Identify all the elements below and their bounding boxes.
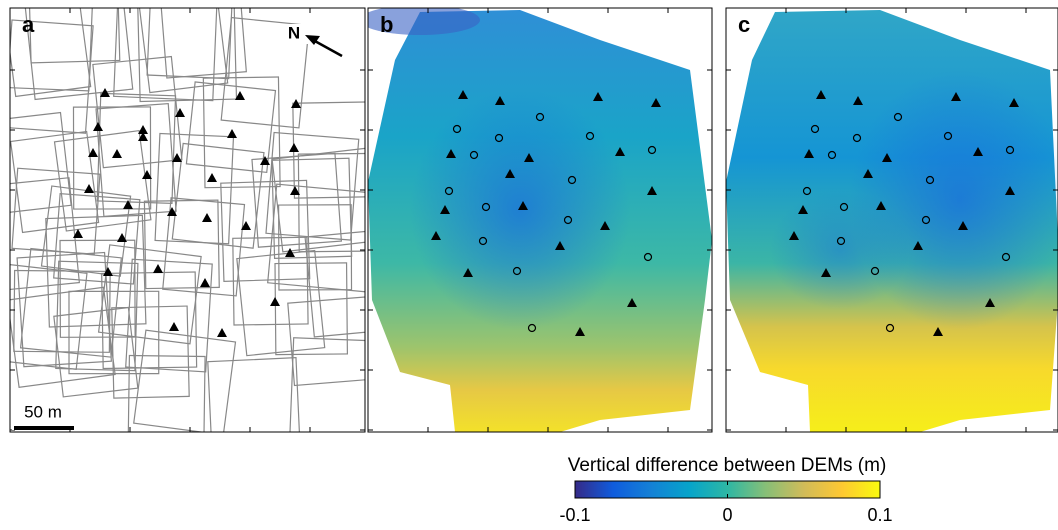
footprints bbox=[0, 0, 395, 452]
north-arrow bbox=[305, 35, 342, 56]
gcp-triangle bbox=[270, 297, 280, 306]
gcp-triangle bbox=[112, 149, 122, 158]
gcp-triangle bbox=[153, 264, 163, 273]
footprint bbox=[21, 249, 122, 358]
panel-label: a bbox=[22, 12, 35, 37]
gcp-triangle bbox=[289, 143, 299, 152]
footprint bbox=[0, 178, 79, 292]
footprint bbox=[252, 153, 341, 247]
colorbar-tick-label: 0 bbox=[722, 505, 732, 525]
footprint bbox=[29, 0, 120, 63]
footprint bbox=[221, 180, 310, 281]
gcp-triangle bbox=[169, 322, 179, 331]
panel-label: b bbox=[380, 12, 393, 37]
map-c bbox=[726, 10, 1058, 432]
footprint bbox=[112, 306, 189, 398]
footprint bbox=[102, 272, 197, 369]
footprint bbox=[203, 77, 280, 188]
colorbar-tick-label: -0.1 bbox=[559, 505, 590, 525]
map-b bbox=[360, 5, 712, 432]
scale-bar-label: 50 m bbox=[24, 402, 62, 421]
footprint bbox=[24, 0, 133, 99]
gcp-triangle bbox=[217, 328, 227, 337]
gcp-triangle bbox=[227, 129, 237, 138]
colorbar-tick-label: 0.1 bbox=[867, 505, 892, 525]
panel-label: c bbox=[738, 12, 750, 37]
gcp-triangle bbox=[84, 184, 94, 193]
footprint bbox=[4, 20, 93, 133]
footprint bbox=[138, 1, 237, 101]
footprint bbox=[7, 0, 93, 91]
footprint bbox=[272, 148, 378, 252]
north-label: N bbox=[288, 23, 300, 42]
footprint bbox=[4, 0, 91, 96]
scale-bar bbox=[14, 426, 74, 430]
gcp-triangle bbox=[200, 278, 210, 287]
footprint bbox=[97, 93, 175, 203]
footprint bbox=[17, 252, 111, 366]
gcp-triangle bbox=[202, 213, 212, 222]
colorbar-label: Vertical difference between DEMs (m) bbox=[568, 455, 887, 476]
footprint bbox=[134, 330, 236, 435]
footprint bbox=[144, 200, 219, 288]
footprint bbox=[279, 205, 352, 290]
figure: a b c N 50 m Vertical difference between… bbox=[0, 0, 1058, 525]
gcp-triangle bbox=[93, 122, 103, 131]
gcp-triangle bbox=[207, 173, 217, 182]
footprint bbox=[56, 261, 138, 370]
footprint bbox=[208, 358, 300, 452]
